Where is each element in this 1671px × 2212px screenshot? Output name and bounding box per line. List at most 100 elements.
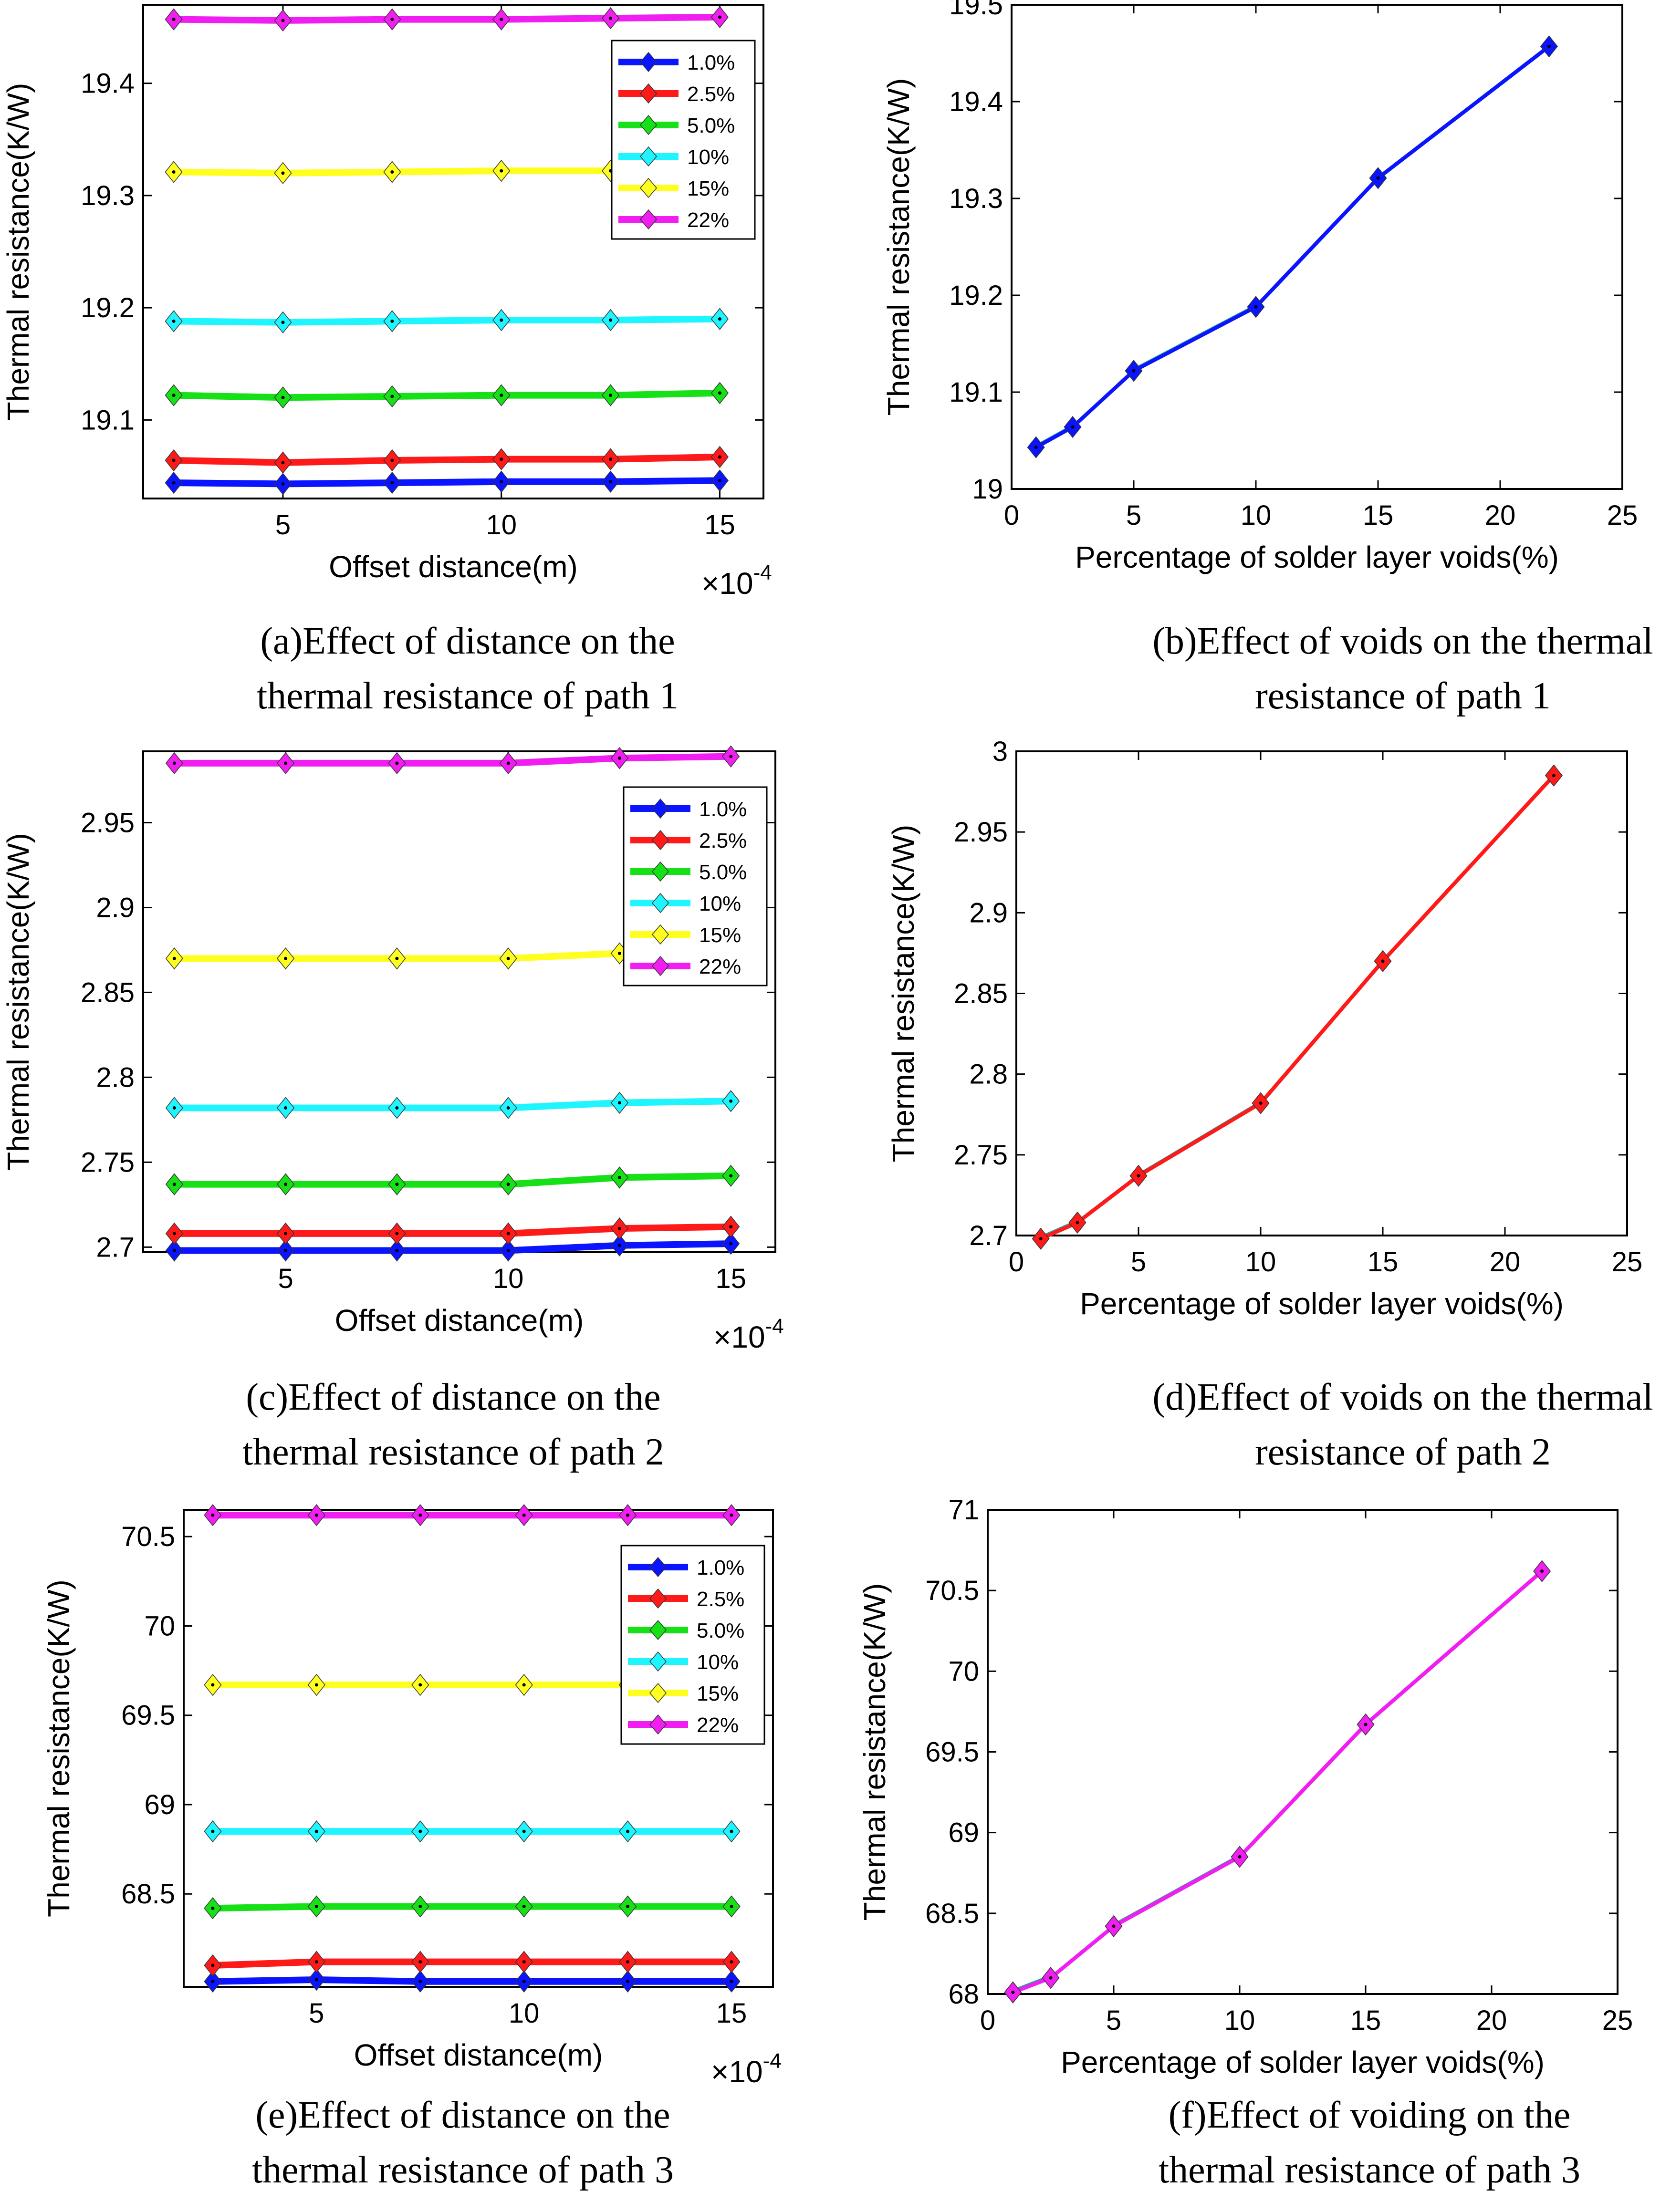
- data-point-dot: [718, 317, 721, 321]
- data-point-dot: [1076, 1221, 1079, 1225]
- data-point-dot: [314, 1513, 318, 1517]
- data-point-dot: [1071, 425, 1075, 429]
- data-point-dot: [1540, 1569, 1544, 1573]
- data-point-dot: [390, 18, 394, 21]
- x-tick-label: 20: [1490, 1246, 1521, 1277]
- y-tick-label: 70.5: [925, 1575, 979, 1606]
- data-point-dot: [718, 391, 721, 395]
- data-point-dot: [390, 170, 394, 174]
- data-point-dot: [172, 761, 176, 765]
- data-point-dot: [281, 395, 285, 399]
- series-path 2: [1032, 764, 1563, 1250]
- y-axis-label: Thermal resistance(K/W): [1, 83, 35, 421]
- data-point-dot: [506, 1248, 510, 1252]
- y-tick-label: 70: [948, 1656, 979, 1687]
- plot-area: [987, 1509, 1619, 1995]
- data-point-dot: [281, 171, 285, 175]
- series-line: [212, 1976, 732, 1985]
- x-tick-label: 15: [1363, 500, 1394, 531]
- data-point-dot: [281, 461, 285, 465]
- caption-line-2: resistance of path 1: [1255, 675, 1551, 717]
- y-tick-label: 2.9: [96, 892, 135, 923]
- series-line: [174, 315, 720, 326]
- data-point-dot: [172, 1183, 176, 1186]
- series-line: [174, 477, 720, 488]
- legend-swatch-marker: [652, 830, 669, 851]
- data-point-dot: [626, 1980, 630, 1984]
- data-point-dot: [1039, 1237, 1043, 1241]
- data-point-dot: [522, 1980, 526, 1984]
- data-point-dot: [284, 761, 288, 765]
- y-tick-label: 68: [948, 1979, 979, 2010]
- data-point-dot: [617, 1101, 621, 1105]
- data-point-dot: [172, 956, 176, 960]
- y-tick-label: 2.7: [969, 1220, 1008, 1251]
- x-tick-label: 0: [1009, 1246, 1024, 1277]
- data-point-dot: [500, 18, 503, 21]
- data-point-dot: [284, 956, 288, 960]
- legend-swatch-marker: [649, 1714, 667, 1735]
- series-22%: [165, 6, 729, 32]
- data-point-dot: [418, 1513, 422, 1517]
- legend-label: 15%: [699, 924, 741, 947]
- data-point-dot: [211, 1980, 215, 1984]
- y-tick-label: 19.5: [949, 0, 1003, 21]
- plot-area: [1011, 4, 1623, 490]
- legend: 1.0% 2.5% 5.0% 10% 15% 22%: [611, 40, 756, 240]
- x-tick-label: 5: [1106, 2005, 1121, 2036]
- data-point-dot: [1034, 446, 1038, 449]
- data-point-dot: [314, 1904, 318, 1908]
- caption-line-1: (e)Effect of distance on the: [255, 2094, 670, 2136]
- y-tick-label: 2.9: [969, 897, 1008, 928]
- data-point-dot: [284, 1183, 288, 1186]
- data-point-dot: [1364, 1723, 1368, 1726]
- series-10%: [165, 1090, 740, 1119]
- data-point-dot: [1376, 176, 1380, 180]
- data-point-dot: [506, 956, 510, 960]
- y-tick-label: 19.2: [81, 292, 135, 323]
- legend-label: 15%: [697, 1682, 739, 1705]
- data-point-dot: [730, 1960, 733, 1964]
- y-axis-label: Thermal resistance(K/W): [1, 833, 35, 1171]
- legend-swatch-marker: [649, 1682, 667, 1703]
- caption-c: (c)Effect of distance on the thermal resi…: [242, 1376, 664, 1473]
- data-point-dot: [1547, 44, 1551, 48]
- series-line: [174, 753, 731, 767]
- y-tick-label: 2.8: [96, 1062, 135, 1093]
- y-tick-label: 69.5: [925, 1737, 979, 1768]
- y-tick-label: 68.5: [121, 1879, 175, 1910]
- series-2.5%: [165, 446, 729, 474]
- data-point-dot: [395, 956, 399, 960]
- data-point-dot: [172, 458, 176, 462]
- y-tick-label: 2.95: [954, 817, 1008, 848]
- series-2.5%: [165, 1215, 740, 1245]
- data-point-dot: [500, 318, 503, 322]
- data-point-dot: [172, 1248, 176, 1252]
- data-point-dot: [617, 952, 621, 955]
- y-tick-label: 2.8: [969, 1059, 1008, 1090]
- y-tick-label: 2.85: [954, 978, 1008, 1009]
- legend-swatch-marker: [652, 955, 669, 976]
- x-tick-label: 5: [1131, 1246, 1146, 1277]
- data-point-dot: [626, 1960, 630, 1964]
- legend-swatch-marker: [640, 146, 657, 167]
- data-point-dot: [729, 1099, 733, 1103]
- data-point-dot: [718, 478, 721, 482]
- caption-line-1: (d)Effect of voids on the thermal: [1152, 1376, 1653, 1418]
- data-point-dot: [500, 394, 503, 397]
- series-5.0%: [165, 382, 729, 409]
- series-2.5%: [204, 1951, 741, 1977]
- caption-line-2: thermal resistance of path 1: [257, 675, 679, 717]
- data-point-dot: [211, 1963, 215, 1967]
- x-tick-label: 10: [1241, 500, 1272, 531]
- data-point-dot: [522, 1904, 526, 1908]
- data-point-dot: [284, 1248, 288, 1252]
- data-point-dot: [211, 1906, 215, 1910]
- legend-swatch-marker: [649, 1588, 667, 1609]
- data-point-dot: [729, 755, 733, 758]
- data-point-dot: [281, 19, 285, 22]
- legend: 1.0% 2.5% 5.0% 10% 15% 22%: [620, 1545, 765, 1745]
- data-point-dot: [284, 1232, 288, 1236]
- data-point-dot: [522, 1513, 526, 1517]
